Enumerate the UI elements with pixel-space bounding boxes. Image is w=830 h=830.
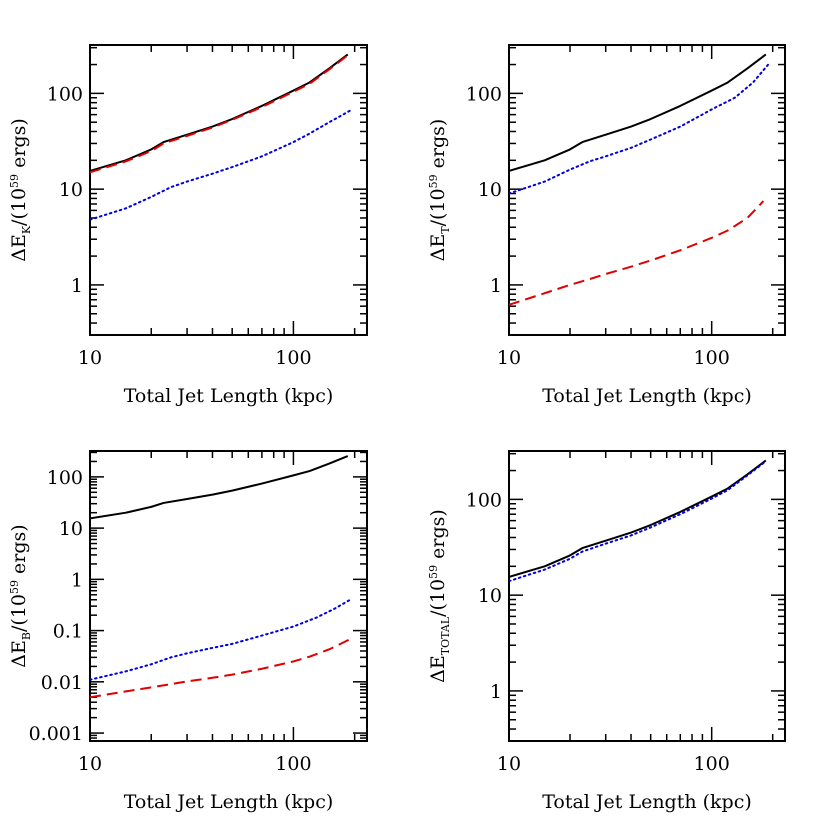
series-solid-line [90, 455, 349, 520]
series-solid-line [509, 459, 767, 578]
series-dotted-line [90, 598, 352, 681]
panel-ek: 10 100 1 10 100 Total Jet Length (kpc) ΔEK/(10… [8, 44, 368, 407]
y-tick-label: 0.001 [29, 723, 83, 745]
y-tick-label: 0.01 [41, 672, 83, 694]
y-tick-label: 100 [466, 83, 502, 105]
y-axis-title: ΔEB/(1059 ergs) [8, 524, 33, 667]
x-tick-label: 10 [497, 347, 521, 369]
x-tick-label: 10 [78, 347, 102, 369]
plot-frame [89, 450, 368, 742]
y-tick-label: 10 [59, 518, 83, 540]
y-axis-title: ΔETOTAL/(1059 ergs) [427, 509, 452, 683]
y-axis-title: ΔET/(1059 ergs) [427, 119, 452, 262]
y-tick-label: 10 [478, 179, 502, 201]
y-tick-label: 100 [466, 489, 502, 511]
x-axis-title: Total Jet Length (kpc) [124, 791, 334, 813]
panel-eb: 10 100 0.001 0.01 0.1 1 10 100 Total Jet Length … [8, 450, 368, 813]
y-tick-label: 1 [490, 681, 502, 703]
series-dotted-line [509, 460, 767, 583]
plot-frame [508, 44, 786, 336]
plot-frame [89, 44, 368, 336]
y-tick-label: 1 [71, 275, 83, 297]
x-tick-label: 100 [275, 347, 311, 369]
panel-etotal: 10 100 1 10 100 Total Jet Length (kpc) ΔETOTAL… [427, 450, 786, 813]
plot-frame [508, 450, 786, 742]
series-dotted-line [90, 109, 352, 221]
x-tick-label: 100 [694, 347, 730, 369]
y-tick-label: 10 [59, 179, 83, 201]
x-axis-title: Total Jet Length (kpc) [124, 385, 334, 407]
y-axis-title: ΔEK/(1059 ergs) [8, 118, 33, 262]
x-tick-label: 10 [497, 753, 521, 775]
y-tick-label: 0.1 [53, 621, 83, 643]
x-axis-title: Total Jet Length (kpc) [542, 385, 752, 407]
x-tick-label: 100 [694, 753, 730, 775]
series-dashed-line [90, 638, 351, 699]
panel-et: 10 100 1 10 100 Total Jet Length (kpc) ΔET/(10… [427, 44, 786, 407]
x-tick-label: 10 [78, 753, 102, 775]
y-tick-label: 100 [47, 467, 83, 489]
y-tick-label: 1 [490, 275, 502, 297]
series-dotted-line [509, 63, 770, 195]
series-solid-line [509, 53, 767, 172]
x-tick-label: 100 [275, 753, 311, 775]
series-solid-line [90, 53, 349, 172]
x-axis-title: Total Jet Length (kpc) [542, 791, 752, 813]
y-tick-label: 100 [47, 83, 83, 105]
series-dashed-line [509, 200, 765, 306]
series-dashed-line [90, 54, 349, 174]
y-tick-label: 1 [71, 569, 83, 591]
y-tick-label: 10 [478, 585, 502, 607]
